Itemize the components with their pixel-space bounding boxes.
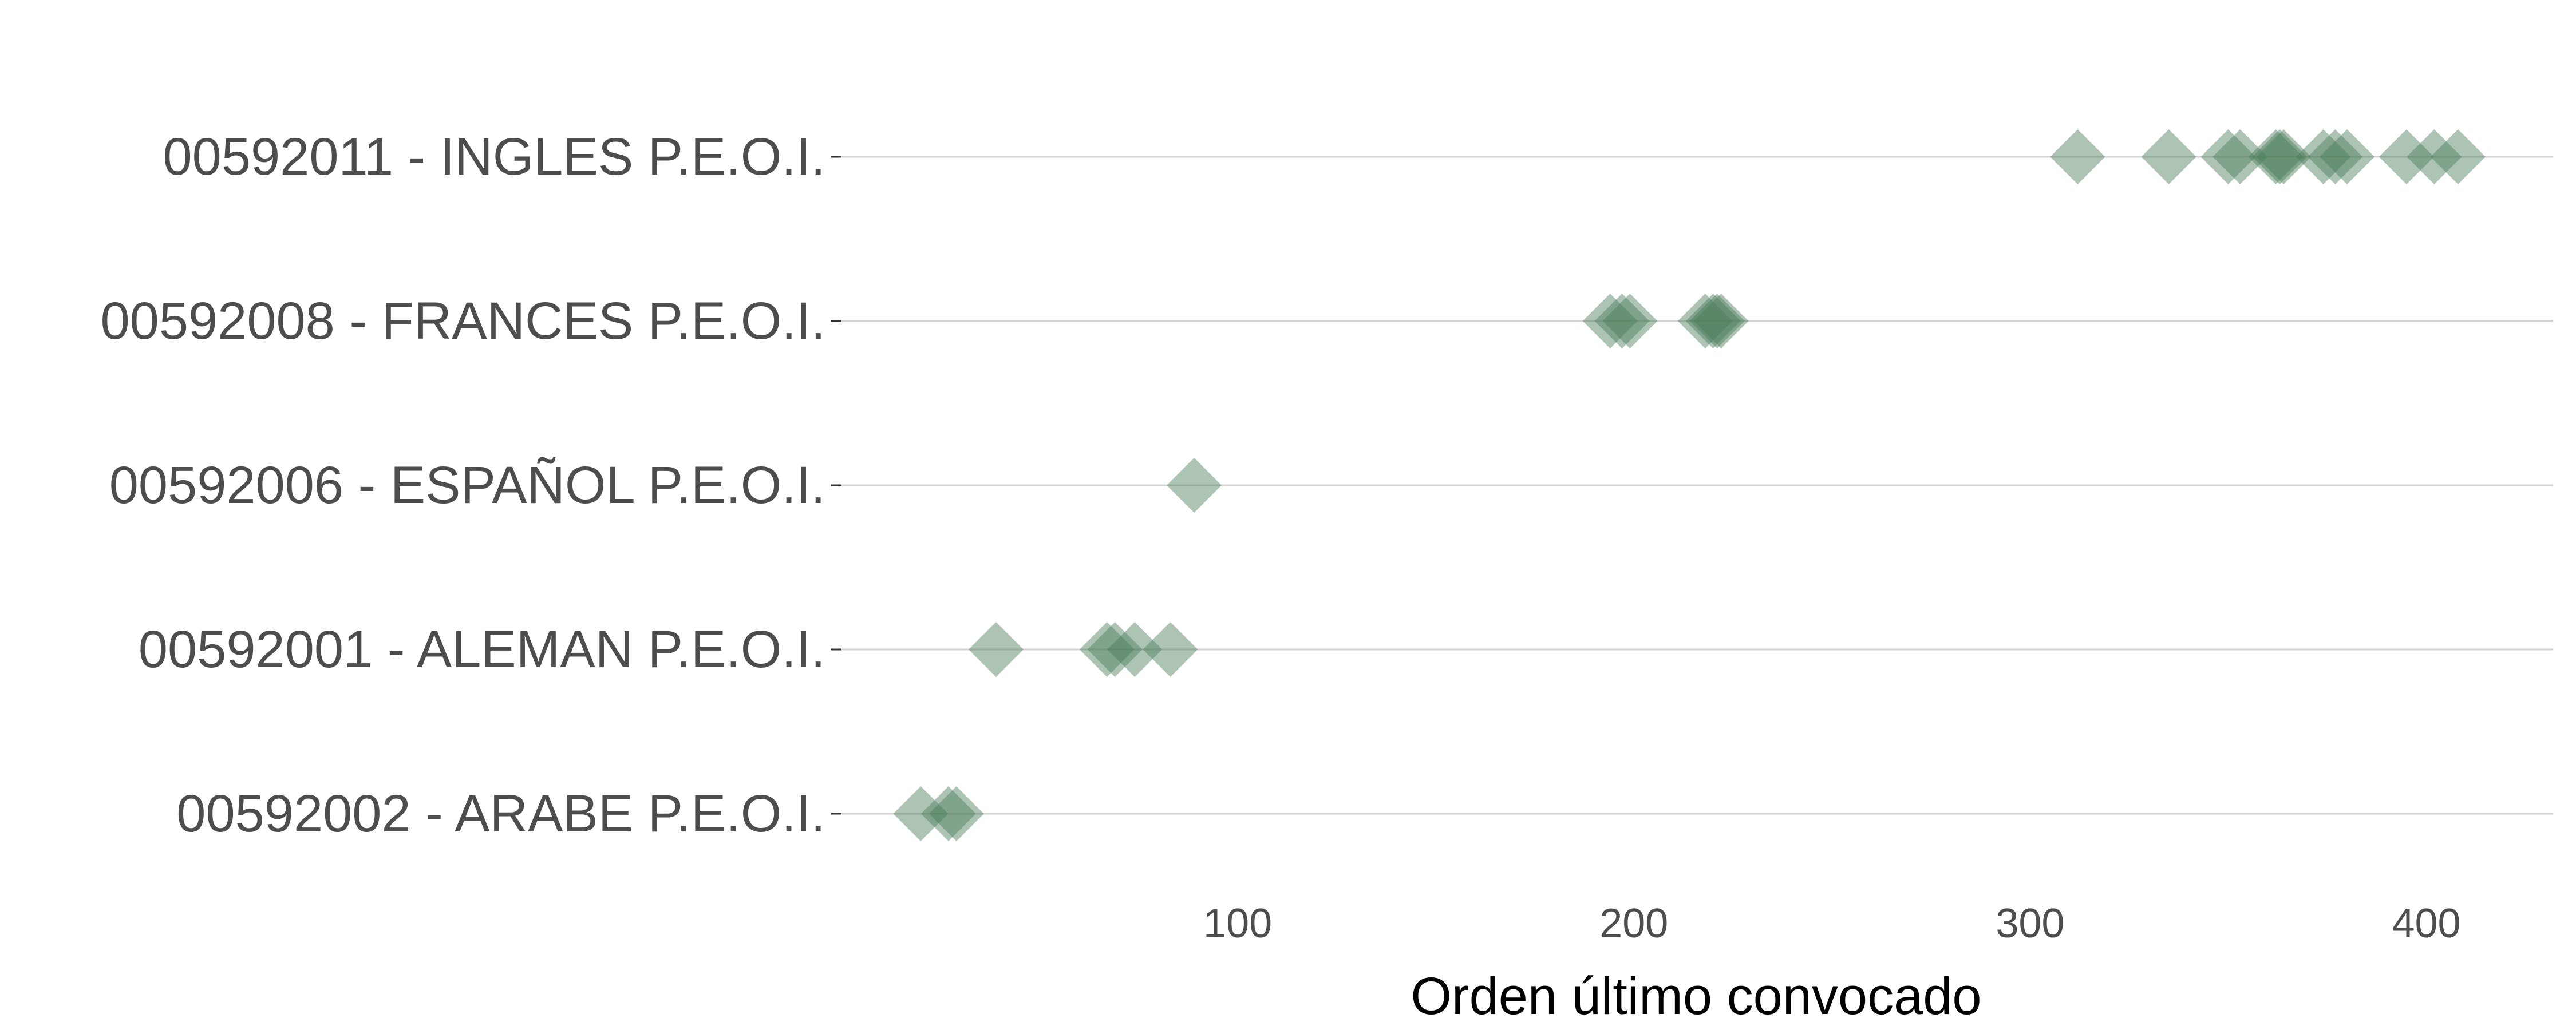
data-point — [1143, 622, 1198, 677]
data-point — [920, 786, 976, 841]
data-point — [2430, 129, 2486, 184]
data-point — [2296, 129, 2351, 184]
category-label: 00592008 - FRANCES P.E.O.I. — [101, 292, 825, 350]
data-points — [893, 129, 2486, 841]
data-point — [1689, 294, 1745, 348]
category-label: 00592006 - ESPAÑOL P.E.O.I. — [109, 456, 825, 514]
data-point — [2252, 129, 2308, 184]
data-point — [2320, 129, 2375, 184]
data-point — [1594, 294, 1650, 348]
data-point — [1582, 294, 1638, 348]
x-tick-label: 100 — [1203, 901, 1272, 946]
data-point — [1107, 622, 1163, 677]
data-point — [1602, 294, 1658, 348]
category-label: 00592011 - INGLES P.E.O.I. — [163, 128, 825, 186]
gridlines — [841, 156, 2553, 815]
category-axis: 00592011 - INGLES P.E.O.I. 00592008 - FRA… — [101, 128, 841, 843]
data-point — [2212, 129, 2268, 184]
data-point — [1693, 294, 1749, 348]
data-point — [1079, 622, 1135, 677]
x-tick-label: 400 — [2392, 901, 2460, 946]
category-label: 00592001 - ALEMAN P.E.O.I. — [139, 620, 825, 679]
data-point — [929, 786, 984, 841]
data-point — [2141, 129, 2196, 184]
data-point — [968, 622, 1024, 677]
data-point — [1685, 294, 1741, 348]
data-point — [2308, 129, 2363, 184]
data-point — [1677, 294, 1733, 348]
data-point — [2407, 129, 2462, 184]
x-tick-label: 300 — [1996, 901, 2064, 946]
x-tick-label: 200 — [1599, 901, 1668, 946]
data-point — [1166, 458, 1222, 513]
data-point — [2256, 129, 2312, 184]
x-axis: 100 200 300 400 — [1203, 901, 2461, 946]
x-axis-title: Orden último convocado — [1411, 967, 1981, 1025]
data-point — [2248, 129, 2304, 184]
data-point — [2050, 129, 2105, 184]
data-point — [1087, 622, 1143, 677]
data-point — [893, 786, 949, 841]
data-point — [2200, 129, 2256, 184]
category-label: 00592002 - ARABE P.E.O.I. — [176, 785, 825, 843]
data-point — [2379, 129, 2434, 184]
